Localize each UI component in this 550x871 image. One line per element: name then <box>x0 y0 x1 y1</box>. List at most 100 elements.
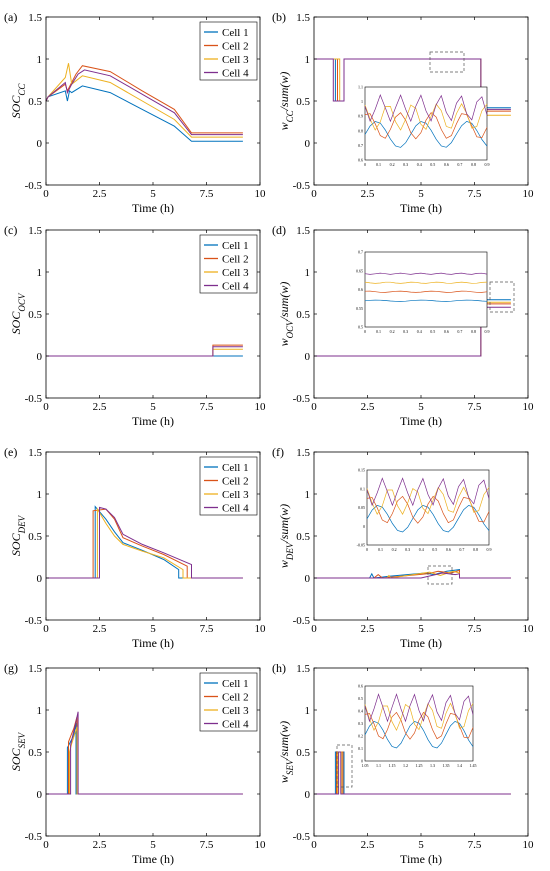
inset-x-tick-label: 0 <box>364 329 366 334</box>
x-tick-label: 5 <box>418 401 424 413</box>
inset-x-tick-label: 1.25 <box>416 763 423 768</box>
y-tick-label: -0.5 <box>25 393 43 405</box>
x-tick-label: 2.5 <box>361 401 375 413</box>
inset-line-cell-1 <box>364 720 474 749</box>
y-tick-label: 0.5 <box>28 96 42 108</box>
y-tick-label: 0.5 <box>296 531 310 543</box>
series-line-cell-1 <box>46 505 243 579</box>
panel-label: (b) <box>272 10 286 24</box>
x-tick-label: 5 <box>418 839 424 851</box>
x-tick-label: 10 <box>255 839 267 851</box>
y-tick-label: 1 <box>305 54 311 66</box>
x-tick-label: 2.5 <box>361 839 375 851</box>
inset-x-tick-label: 1.1 <box>376 763 381 768</box>
inset-x-tick-label: 0.8 <box>471 329 476 334</box>
inset-x-tick-label: 0.9 <box>485 162 490 167</box>
y-tick-label: 0 <box>305 789 311 801</box>
y-tick-label: -0.5 <box>25 831 43 843</box>
x-tick-label: 5 <box>150 188 156 200</box>
y-tick-label: 1.5 <box>28 447 42 459</box>
inset-x-tick-label: 0.3 <box>403 329 408 334</box>
y-tick-label: 1.5 <box>28 12 42 24</box>
inset-x-tick-label: 0.1 <box>376 329 381 334</box>
x-tick-label: 0 <box>43 623 49 635</box>
x-tick-label: 10 <box>255 401 267 413</box>
inset-line-cell-4 <box>366 477 490 507</box>
x-tick-label: 2.5 <box>361 623 375 635</box>
y-tick-label: 1.5 <box>296 12 310 24</box>
legend-entry-cell-2: Cell 2 <box>222 692 249 704</box>
x-tick-label: 10 <box>523 623 535 635</box>
legend-entry-cell-4: Cell 4 <box>222 719 249 731</box>
x-tick-label: 5 <box>418 623 424 635</box>
inset-x-tick-label: 0.9 <box>487 547 492 552</box>
inset-y-tick-label: 0.6 <box>358 287 363 292</box>
inset-line-cell-2 <box>364 112 488 140</box>
y-tick-label: 0 <box>305 351 311 363</box>
y-tick-label: 1.5 <box>28 225 42 237</box>
series-line-cell-4 <box>46 346 243 357</box>
inset-line-cell-4 <box>364 93 488 123</box>
inset-x-tick-label: 0.6 <box>446 547 451 552</box>
x-tick-label: 10 <box>523 839 535 851</box>
inset-y-tick-label: 0.65 <box>356 268 363 273</box>
y-axis-label: wOCV/sum(w) <box>277 282 295 347</box>
inset-y-tick-label: 0.8 <box>358 128 363 133</box>
x-tick-label: 0 <box>43 839 49 851</box>
inset-y-tick-label: 0.4 <box>358 709 363 714</box>
y-tick-label: 0 <box>305 138 311 150</box>
inset-y-tick-label: 0.6 <box>358 158 363 163</box>
inset-x-tick-label: 0.6 <box>444 329 449 334</box>
legend-entry-cell-1: Cell 1 <box>222 678 249 690</box>
x-tick-label: 0 <box>43 401 49 413</box>
x-tick-label: 5 <box>418 188 424 200</box>
inset-y-tick-label: 0.7 <box>358 250 363 255</box>
inset-x-tick-label: 0 <box>366 547 368 552</box>
series-line-cell-2 <box>46 508 243 579</box>
x-tick-label: 2.5 <box>361 188 375 200</box>
legend-entry-cell-3: Cell 3 <box>222 54 249 66</box>
inset-y-tick-label: 0.05 <box>358 505 365 510</box>
inset-y-tick-label: 0.55 <box>356 306 363 311</box>
inset-x-tick-label: 1.4 <box>457 763 462 768</box>
inset-frame <box>364 86 488 161</box>
inset-x-tick-label: 0.5 <box>430 329 435 334</box>
series-line-cell-3 <box>46 507 243 579</box>
legend-entry-cell-4: Cell 4 <box>222 68 249 80</box>
panel-label: (c) <box>4 223 17 237</box>
y-tick-label: 0.5 <box>296 309 310 321</box>
x-tick-label: 0 <box>311 623 317 635</box>
x-axis-label: Time (h) <box>400 201 442 215</box>
x-tick-label: 0 <box>311 188 317 200</box>
y-tick-label: 1.5 <box>296 447 310 459</box>
series-line-cell-4 <box>46 506 243 579</box>
inset-y-tick-label: 1.1 <box>358 85 363 90</box>
inset-line-cell-2 <box>364 711 474 740</box>
series-line-cell-1 <box>45 85 243 142</box>
inset-y-tick-label: 0.1 <box>358 746 363 751</box>
inset-x-tick-label: 1.2 <box>403 763 408 768</box>
x-tick-label: 7.5 <box>468 839 482 851</box>
y-tick-label: 1 <box>37 267 43 279</box>
x-axis-label: Time (h) <box>132 414 174 428</box>
x-tick-label: 5 <box>150 839 156 851</box>
y-tick-label: 0.5 <box>296 747 310 759</box>
series-line-cell-4 <box>314 306 511 357</box>
inset-y-tick-label: -0.05 <box>357 543 365 548</box>
panel-label: (e) <box>4 445 17 459</box>
inset-x-tick-label: 0 <box>364 162 366 167</box>
legend-entry-cell-1: Cell 1 <box>222 27 249 39</box>
inset-x-tick-label: 0.2 <box>390 329 395 334</box>
series-line-cell-4 <box>45 69 243 136</box>
inset-x-tick-label: 0.3 <box>403 162 408 167</box>
inset-y-tick-label: 0.9 <box>358 114 363 119</box>
inset-line-cell-1 <box>364 121 488 148</box>
y-tick-label: 1 <box>305 705 311 717</box>
inset-x-tick-label: 0.4 <box>417 162 422 167</box>
inset-frame <box>364 251 488 328</box>
